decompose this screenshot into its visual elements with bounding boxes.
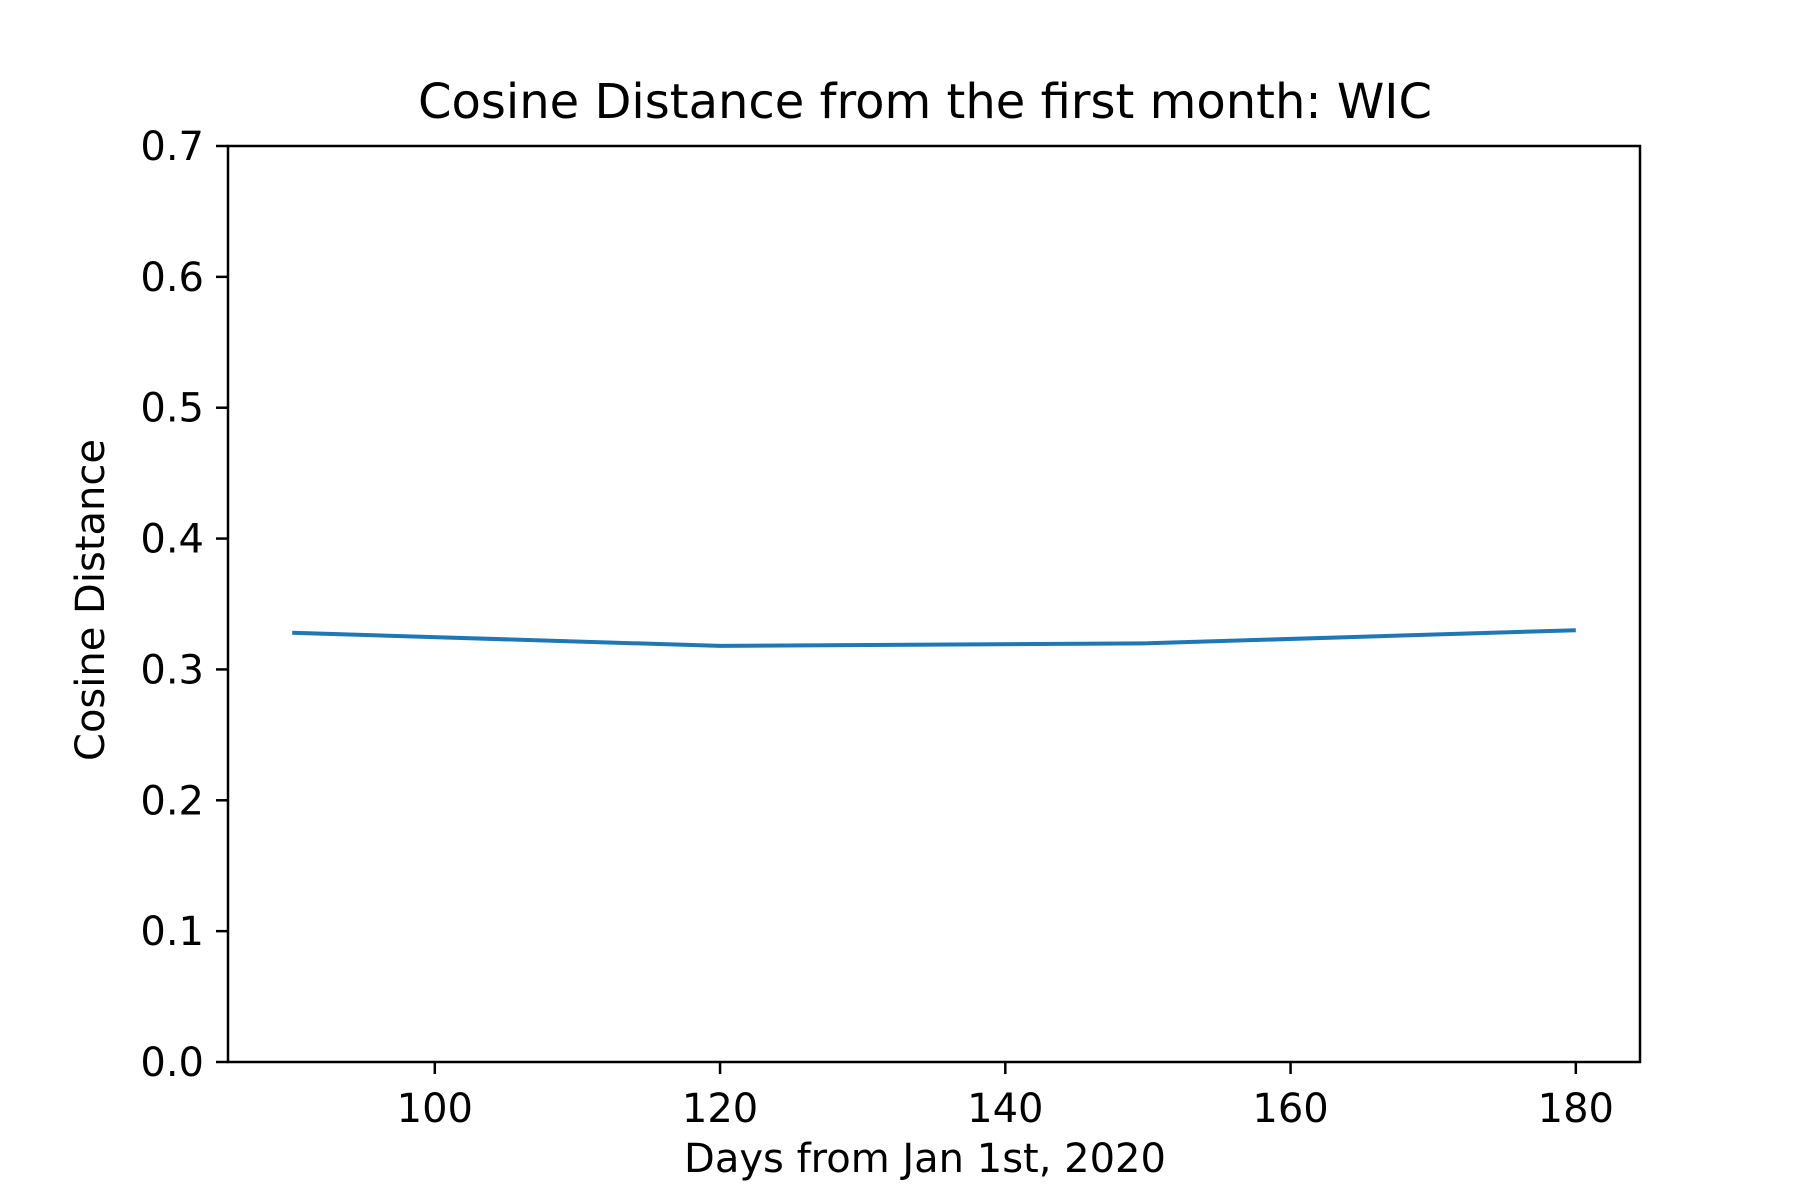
y-tick-label: 0.6 <box>140 255 204 301</box>
series-line <box>292 628 1576 648</box>
x-tick-label: 120 <box>682 1086 758 1132</box>
y-axis-title: Cosine Distance <box>68 439 114 761</box>
y-axis: 0.0 0.1 0.2 0.3 0.4 0.5 0.6 0.7 <box>140 124 228 1086</box>
y-tick-label: 0.5 <box>140 386 204 432</box>
axes-frame <box>226 144 1642 1064</box>
x-tick-label: 180 <box>1538 1086 1614 1132</box>
x-axis-title: Days from Jan 1st, 2020 <box>684 1136 1166 1182</box>
x-tick-label: 100 <box>397 1086 473 1132</box>
y-tick-label: 0.7 <box>140 124 204 170</box>
plot-area <box>292 628 1576 648</box>
x-tick-label: 160 <box>1252 1086 1328 1132</box>
y-tick-label: 0.4 <box>140 517 204 563</box>
y-tick-label: 0.3 <box>140 647 204 693</box>
x-axis: 100 120 140 160 180 <box>397 1062 1614 1132</box>
chart-title: Cosine Distance from the first month: WI… <box>418 74 1432 130</box>
x-tick-label: 140 <box>967 1086 1043 1132</box>
y-tick-label: 0.2 <box>140 778 204 824</box>
y-tick-label: 0.1 <box>140 909 204 955</box>
y-tick-label: 0.0 <box>140 1040 204 1086</box>
